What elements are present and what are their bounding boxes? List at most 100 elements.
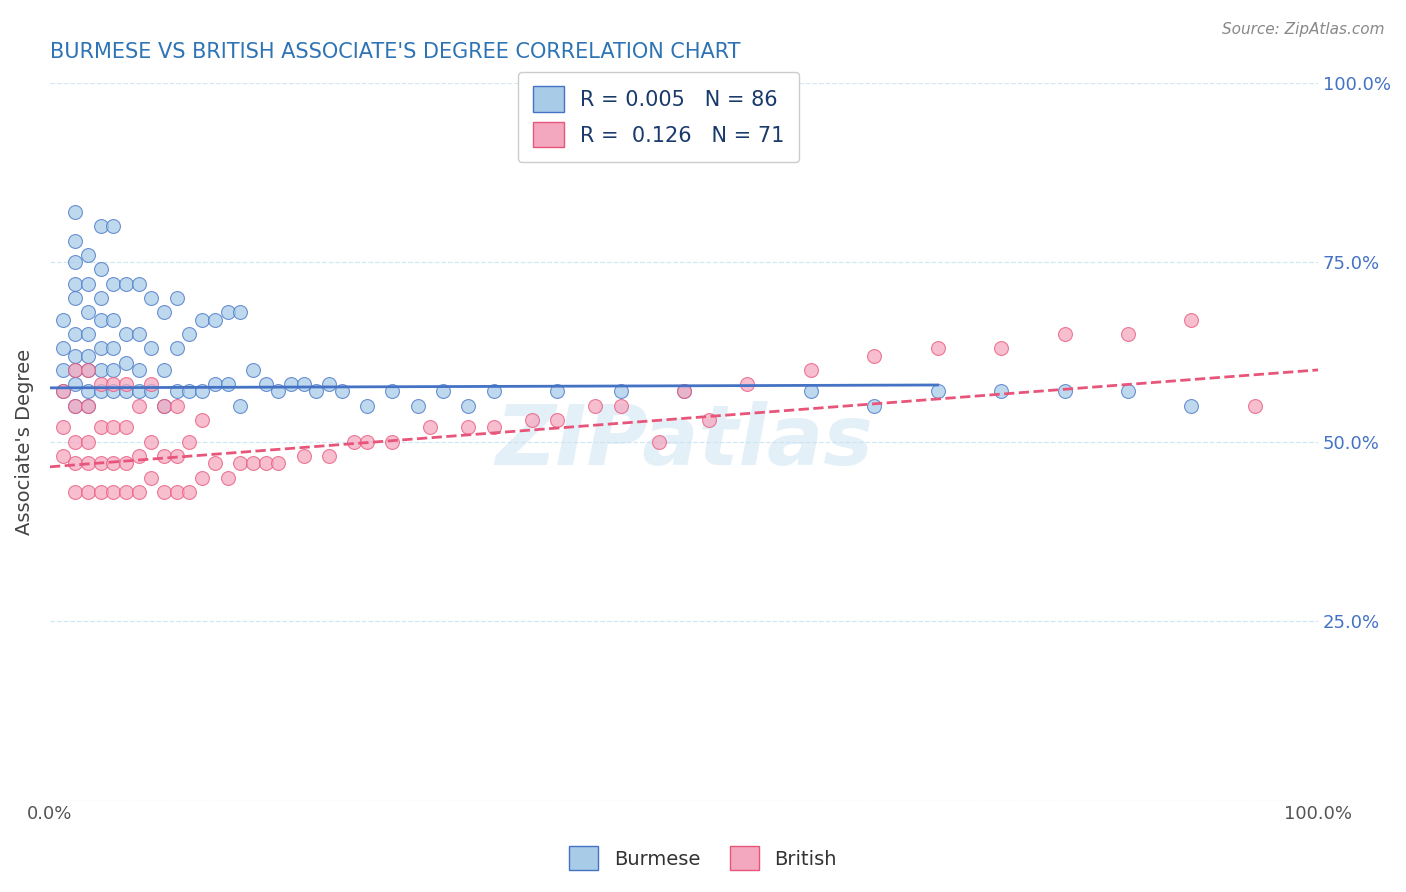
Point bbox=[191, 413, 214, 427]
Point bbox=[141, 342, 163, 356]
Point bbox=[318, 449, 340, 463]
Point bbox=[166, 291, 188, 305]
Point bbox=[141, 291, 163, 305]
Point bbox=[191, 470, 214, 484]
Point bbox=[90, 384, 112, 399]
Point bbox=[65, 326, 87, 341]
Point bbox=[115, 420, 138, 434]
Point bbox=[65, 255, 87, 269]
Point bbox=[1243, 399, 1265, 413]
Point bbox=[229, 399, 252, 413]
Point bbox=[699, 413, 721, 427]
Point bbox=[242, 456, 264, 470]
Point bbox=[292, 449, 315, 463]
Point bbox=[254, 377, 277, 392]
Point bbox=[737, 377, 759, 392]
Point bbox=[1053, 326, 1076, 341]
Point bbox=[77, 399, 100, 413]
Point bbox=[217, 305, 239, 319]
Point bbox=[191, 312, 214, 326]
Point bbox=[103, 377, 125, 392]
Point bbox=[318, 377, 340, 392]
Point bbox=[343, 434, 366, 449]
Point bbox=[52, 312, 75, 326]
Point bbox=[166, 449, 188, 463]
Point bbox=[52, 420, 75, 434]
Point bbox=[128, 384, 150, 399]
Point bbox=[153, 485, 176, 500]
Point bbox=[90, 420, 112, 434]
Point bbox=[229, 305, 252, 319]
Point bbox=[141, 384, 163, 399]
Point bbox=[406, 399, 429, 413]
Point bbox=[90, 363, 112, 377]
Point bbox=[356, 434, 378, 449]
Point bbox=[65, 234, 87, 248]
Point bbox=[204, 312, 226, 326]
Point bbox=[77, 363, 100, 377]
Point bbox=[330, 384, 353, 399]
Point bbox=[65, 456, 87, 470]
Point bbox=[863, 349, 886, 363]
Point bbox=[1180, 399, 1202, 413]
Point bbox=[863, 399, 886, 413]
Point bbox=[673, 384, 696, 399]
Point bbox=[103, 219, 125, 234]
Point bbox=[141, 470, 163, 484]
Point bbox=[546, 413, 568, 427]
Point bbox=[90, 342, 112, 356]
Point bbox=[65, 363, 87, 377]
Point bbox=[153, 363, 176, 377]
Point bbox=[128, 326, 150, 341]
Point bbox=[381, 384, 404, 399]
Point bbox=[65, 485, 87, 500]
Point bbox=[115, 377, 138, 392]
Text: Source: ZipAtlas.com: Source: ZipAtlas.com bbox=[1222, 22, 1385, 37]
Point bbox=[115, 456, 138, 470]
Point bbox=[77, 363, 100, 377]
Text: BURMESE VS BRITISH ASSOCIATE'S DEGREE CORRELATION CHART: BURMESE VS BRITISH ASSOCIATE'S DEGREE CO… bbox=[51, 42, 741, 62]
Point bbox=[583, 399, 606, 413]
Point bbox=[166, 399, 188, 413]
Point bbox=[800, 384, 823, 399]
Point bbox=[103, 312, 125, 326]
Point bbox=[90, 377, 112, 392]
Point bbox=[103, 384, 125, 399]
Point bbox=[254, 456, 277, 470]
Point bbox=[153, 399, 176, 413]
Point bbox=[77, 326, 100, 341]
Point bbox=[166, 342, 188, 356]
Point bbox=[52, 384, 75, 399]
Point bbox=[90, 291, 112, 305]
Point bbox=[115, 485, 138, 500]
Point bbox=[179, 326, 201, 341]
Point bbox=[166, 485, 188, 500]
Point bbox=[77, 277, 100, 291]
Point bbox=[546, 384, 568, 399]
Point bbox=[115, 326, 138, 341]
Point bbox=[609, 384, 631, 399]
Point bbox=[647, 434, 669, 449]
Point bbox=[103, 342, 125, 356]
Point bbox=[217, 470, 239, 484]
Point bbox=[482, 384, 505, 399]
Point bbox=[927, 384, 949, 399]
Point bbox=[77, 485, 100, 500]
Point bbox=[90, 456, 112, 470]
Point bbox=[267, 456, 290, 470]
Point bbox=[115, 277, 138, 291]
Point bbox=[65, 277, 87, 291]
Point bbox=[242, 363, 264, 377]
Point bbox=[128, 399, 150, 413]
Point bbox=[77, 434, 100, 449]
Point bbox=[457, 420, 479, 434]
Point bbox=[115, 384, 138, 399]
Point bbox=[65, 399, 87, 413]
Point bbox=[153, 305, 176, 319]
Point bbox=[153, 449, 176, 463]
Point bbox=[609, 399, 631, 413]
Point bbox=[381, 434, 404, 449]
Point bbox=[65, 377, 87, 392]
Point bbox=[128, 485, 150, 500]
Point bbox=[990, 384, 1012, 399]
